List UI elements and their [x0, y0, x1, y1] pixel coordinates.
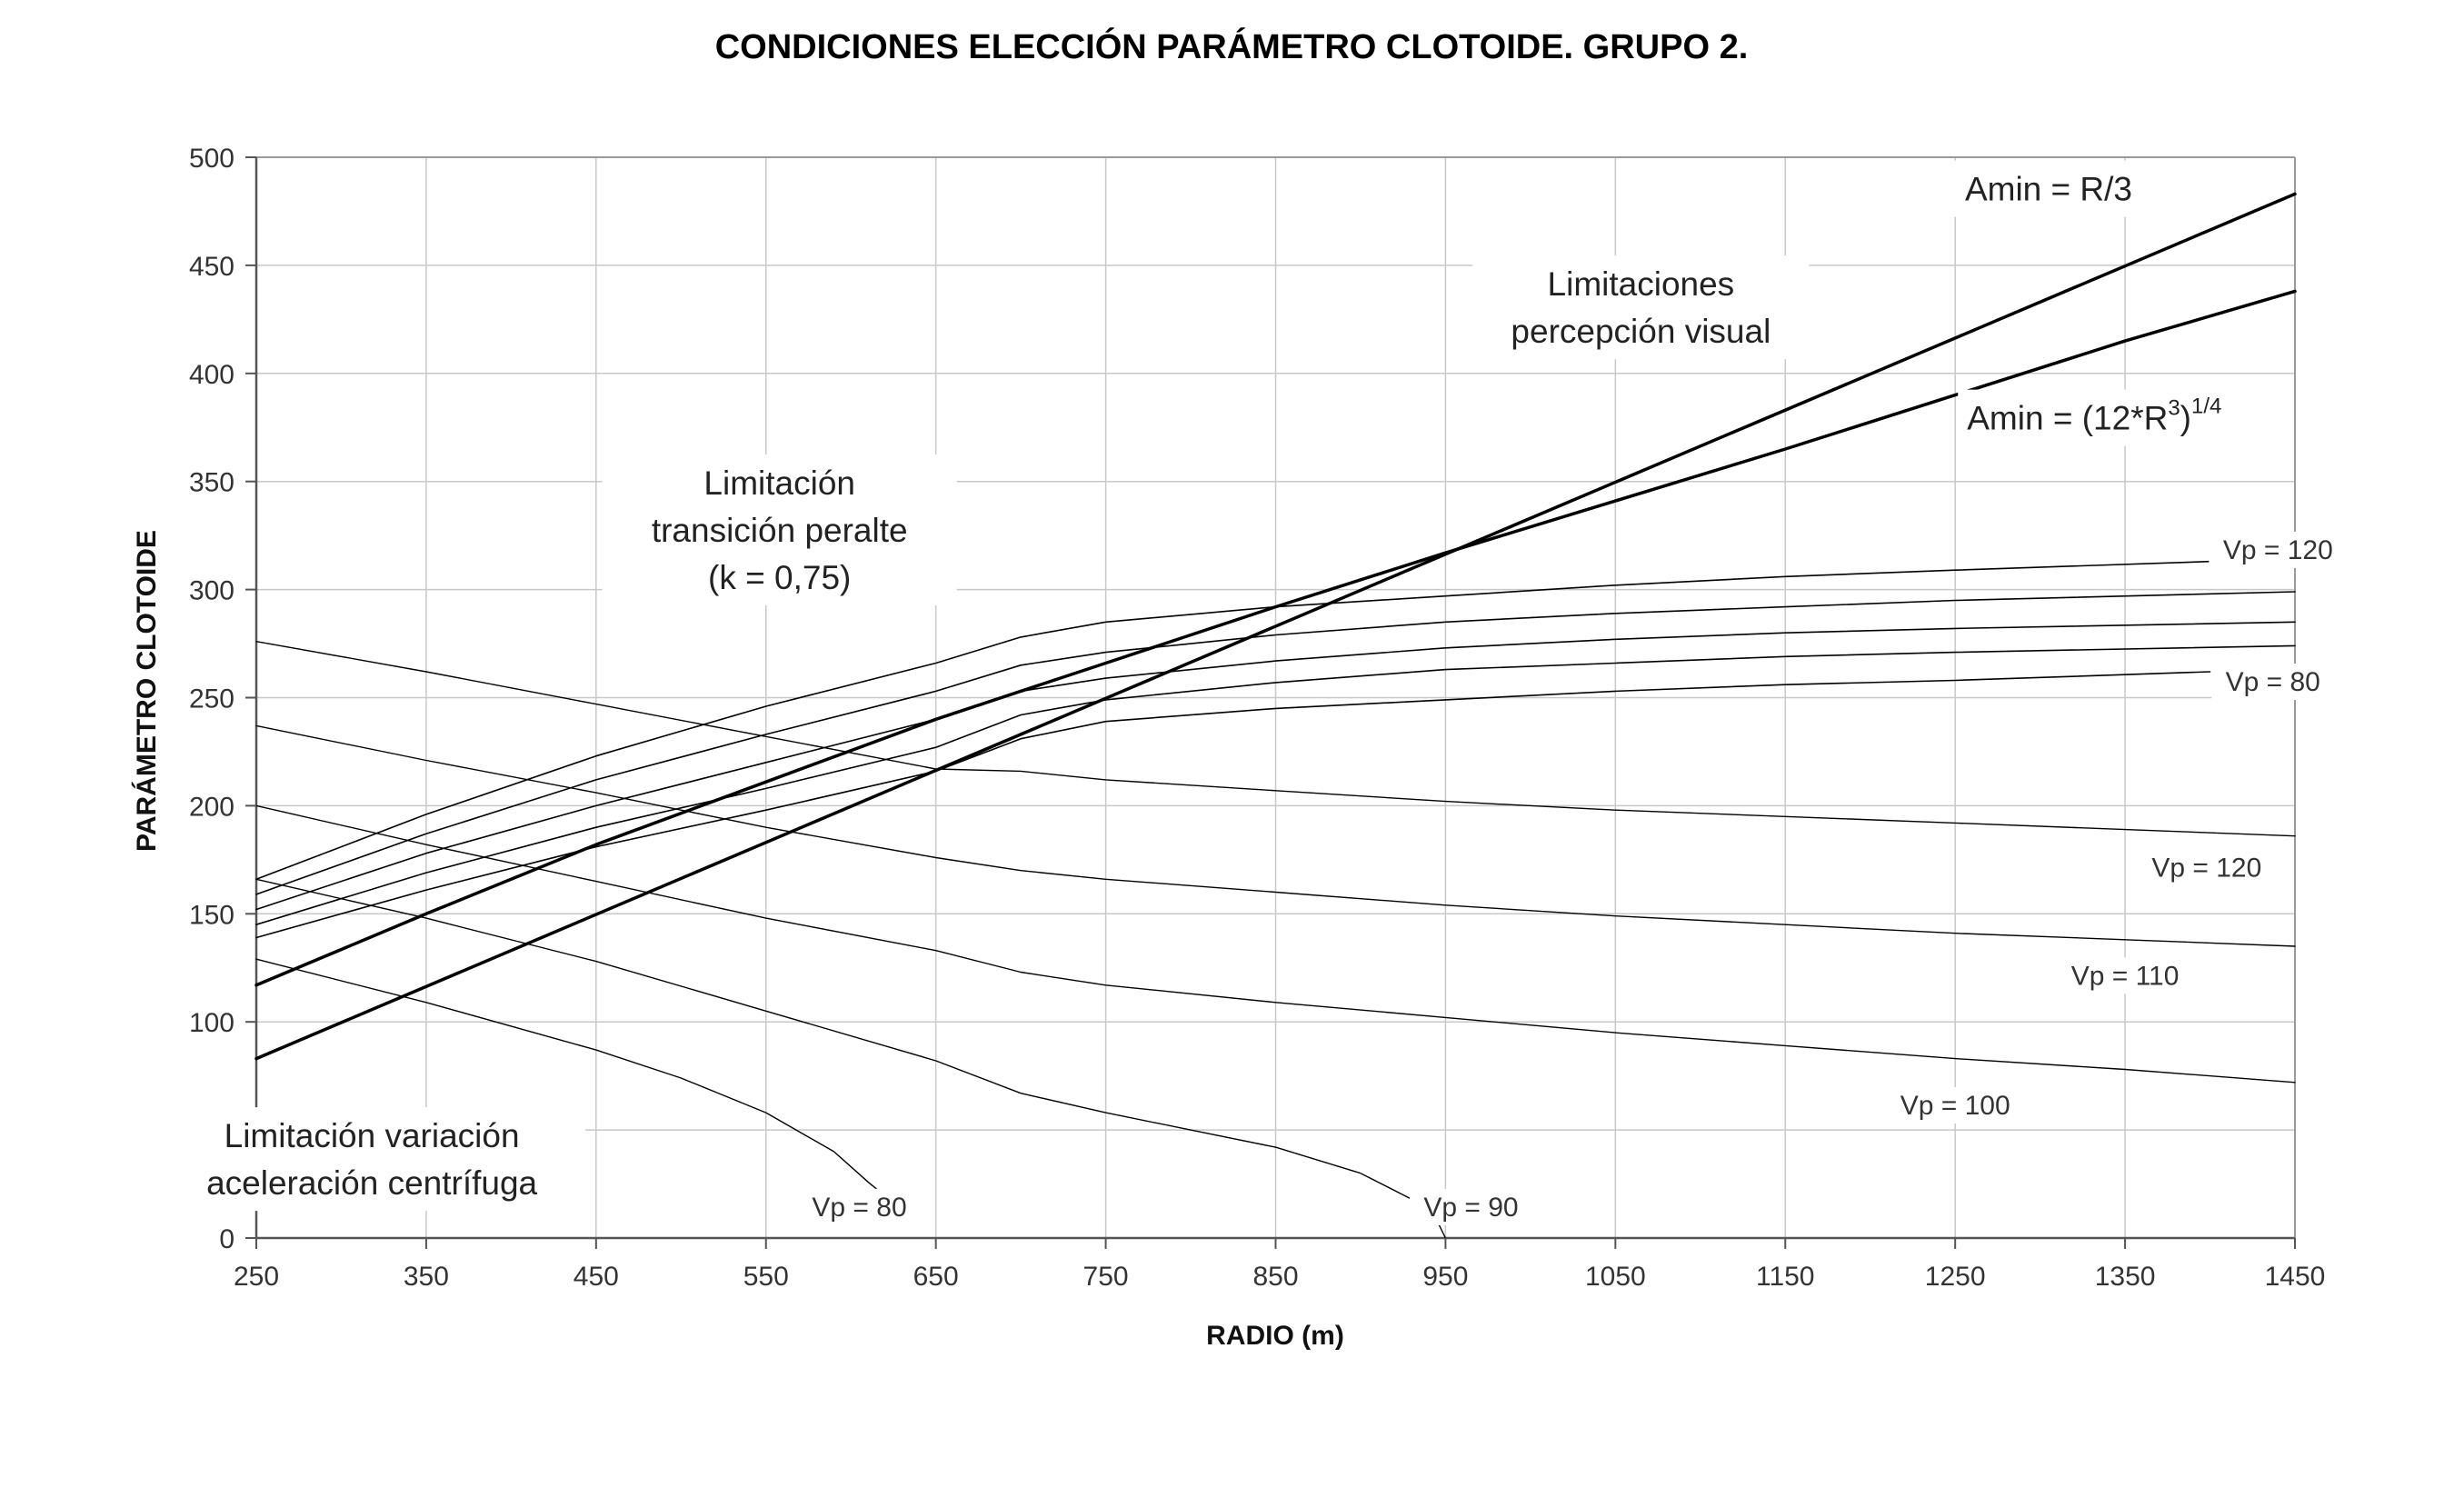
- vp-label-backing: [798, 1188, 922, 1225]
- vp-label-text: Vp = 110: [2071, 961, 2180, 991]
- series-line-centrifuga: [255, 958, 903, 1211]
- series-line-peralte: [255, 644, 2296, 926]
- y-tick-label: 500: [189, 144, 234, 174]
- annotation-text: Amin = (12*R3)1/4: [1967, 394, 2221, 437]
- x-tick-label: 1350: [2095, 1262, 2156, 1292]
- series-layer: [254, 192, 2297, 1239]
- vp-label-backing: [2211, 663, 2335, 700]
- ticks: 250 350 450 550 650 750 850 950 1050 1150 1250 1350…: [189, 144, 2325, 1292]
- y-tick-label: 350: [189, 468, 234, 498]
- y-tick-label: 200: [189, 792, 234, 822]
- vp-label-text: Vp = 120: [2151, 853, 2261, 883]
- x-tick-label: 1250: [1925, 1262, 1986, 1292]
- y-tick-label: 0: [219, 1224, 234, 1254]
- vp-label: Vp = 80: [798, 1188, 922, 1225]
- series-line-peralte: [255, 671, 2211, 939]
- annotation-line: Limitaciones: [1548, 265, 1735, 303]
- series-line-amin-r3: [254, 192, 2297, 1061]
- annotation-percepcion: Limitaciones percepción visual: [1472, 255, 1810, 360]
- vp-label: Vp = 110: [2056, 957, 2195, 994]
- annotation-line: Amin = R/3: [1965, 171, 2132, 208]
- annotation-line: aceleración centrífuga: [206, 1164, 537, 1202]
- annotation-backing: [1958, 389, 2268, 446]
- series-line-centrifuga: [255, 641, 2296, 837]
- x-tick-label: 650: [913, 1262, 959, 1292]
- series-line-peralte: [255, 591, 2296, 895]
- vp-label-backing: [2056, 957, 2195, 994]
- vp-label-text: Vp = 120: [2223, 535, 2333, 565]
- vp-label-backing: [1409, 1188, 1532, 1225]
- y-tick-label: 300: [189, 576, 234, 606]
- x-tick-label: 950: [1422, 1262, 1468, 1292]
- series-line-centrifuga: [255, 804, 2296, 1084]
- x-tick-label: 250: [234, 1262, 279, 1292]
- vp-label-text: Vp = 80: [2226, 667, 2320, 697]
- annotations: Amin = R/3 Amin = (12*R3)1/4 Limitaciones p…: [158, 160, 2348, 1225]
- series-line-centrifuga: [255, 724, 2296, 947]
- series-line-peralte: [255, 621, 2296, 911]
- vp-label: Vp = 100: [1886, 1087, 2025, 1124]
- annotation-line: (k = 0,75): [708, 559, 851, 596]
- x-axis-label: RADIO (m): [1206, 1321, 1344, 1351]
- x-tick-label: 750: [1083, 1262, 1129, 1292]
- y-tick-label: 400: [189, 360, 234, 390]
- y-tick-label: 150: [189, 900, 234, 930]
- chart-title: CONDICIONES ELECCIÓN PARÁMETRO CLOTOIDE.…: [715, 26, 1749, 66]
- vp-label: Vp = 90: [1409, 1188, 1532, 1225]
- annotation-peralte: Limitación transición peralte (k = 0,75): [602, 454, 957, 605]
- annotation-backing: [602, 454, 957, 605]
- y-tick-label: 450: [189, 252, 234, 282]
- vp-label: Vp = 120: [2209, 531, 2348, 568]
- annotation-amin-root: Amin = (12*R3)1/4: [1958, 389, 2268, 446]
- annotation-line: Limitación variación: [224, 1117, 520, 1154]
- x-tick-label: 850: [1252, 1262, 1298, 1292]
- series-line-peralte: [255, 560, 2211, 881]
- x-tick-label: 1150: [1756, 1262, 1815, 1292]
- x-tick-label: 1050: [1585, 1262, 1646, 1292]
- x-tick-label: 1450: [2265, 1262, 2326, 1292]
- y-tick-label: 250: [189, 684, 234, 714]
- vp-label-text: Vp = 100: [1900, 1091, 2010, 1121]
- x-tick-label: 350: [404, 1262, 449, 1292]
- vp-label: Vp = 120: [2137, 849, 2276, 886]
- vp-label-text: Vp = 90: [1423, 1193, 1518, 1223]
- annotation-line: percepción visual: [1511, 313, 1771, 350]
- x-tick-label: 550: [743, 1262, 789, 1292]
- vp-label-backing: [2209, 531, 2348, 568]
- vp-label: Vp = 80: [2211, 663, 2335, 700]
- annotation-backing: [1943, 160, 2153, 217]
- x-tick-label: 450: [574, 1262, 619, 1292]
- y-tick-label: 100: [189, 1008, 234, 1038]
- annotation-line: transición peralte: [652, 512, 908, 549]
- vp-label-backing: [1886, 1087, 2025, 1124]
- annotation-backing: [158, 1107, 586, 1212]
- vp-label-text: Vp = 80: [812, 1193, 906, 1223]
- annotation-centrifuga: Limitación variación aceleración centrífu…: [158, 1107, 586, 1212]
- vp-label-backing: [2137, 849, 2276, 886]
- annotation-backing: [1472, 255, 1810, 360]
- y-axis-label: PARÁMETRO CLOTOIDE: [131, 530, 162, 852]
- annotation-line: Limitación: [703, 464, 855, 502]
- annotation-amin-r3: Amin = R/3: [1943, 160, 2153, 217]
